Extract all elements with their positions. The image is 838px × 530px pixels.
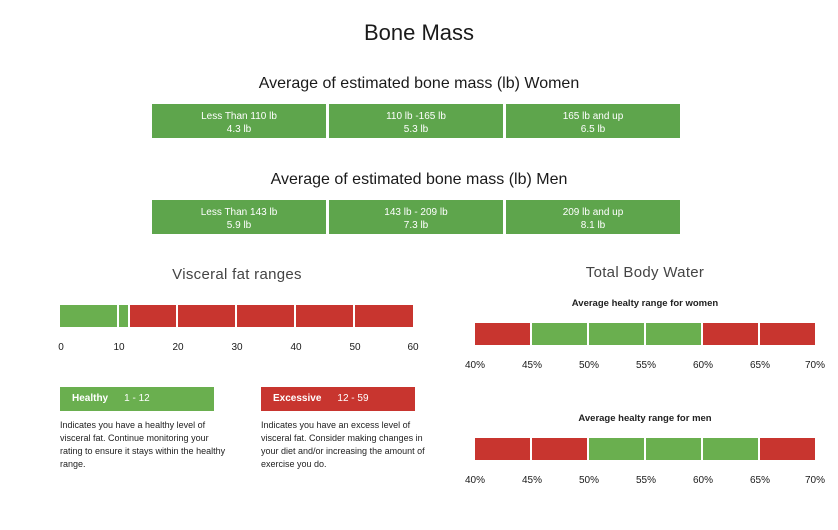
visceral-seg-red-1 [130, 305, 176, 327]
women-cell-2-value: 5.3 lb [403, 124, 429, 135]
visceral-seg-red-2 [178, 305, 235, 327]
women-cell-3-range: 165 lb and up [562, 111, 624, 122]
visceral-tick-40: 40 [290, 342, 302, 353]
water-men-seg-4 [646, 438, 701, 460]
women-cell-1: Less Than 110 lb 4.3 lb [152, 104, 326, 138]
visceral-seg-red-5 [355, 305, 413, 327]
men-cell-3-range: 209 lb and up [562, 207, 624, 218]
men-cell-1-range: Less Than 143 lb [200, 207, 278, 218]
water-women-seg-6 [760, 323, 815, 345]
men-range-row: Less Than 143 lb 5.9 lb 143 lb - 209 lb … [152, 200, 680, 234]
water-women-tick-45: 45% [521, 360, 542, 371]
visceral-seg-red-3 [237, 305, 294, 327]
visceral-heading: Visceral fat ranges [172, 266, 302, 283]
page-title: Bone Mass [363, 20, 475, 45]
women-cell-2-range: 110 lb -165 lb [386, 111, 446, 122]
excessive-badge: Excessive 12 - 59 [261, 387, 415, 411]
water-heading: Total Body Water [585, 264, 705, 281]
men-cell-2-value: 7.3 lb [403, 220, 429, 231]
water-women-seg-2 [532, 323, 587, 345]
visceral-seg-green-2 [119, 305, 128, 327]
excessive-description: Indicates you have an excess level of vi… [261, 420, 425, 469]
water-men-bar [475, 438, 815, 460]
men-cell-2-range: 143 lb - 209 lb [384, 207, 448, 218]
visceral-seg-red-4 [296, 305, 353, 327]
visceral-tick-60: 60 [407, 342, 419, 353]
visceral-tick-0: 0 [58, 342, 64, 353]
water-women-seg-3 [589, 323, 644, 345]
water-women-bar [475, 323, 815, 345]
excessive-range: 12 - 59 [337, 393, 369, 404]
water-men-seg-3 [589, 438, 644, 460]
water-men-tick-65: 65% [749, 475, 770, 486]
women-range-row: Less Than 110 lb 4.3 lb 110 lb -165 lb 5… [152, 104, 680, 138]
visceral-bar [60, 305, 414, 327]
water-women-tick-55: 55% [635, 360, 656, 371]
visceral-tick-20: 20 [172, 342, 184, 353]
water-women-tick-65: 65% [749, 360, 770, 371]
water-men-tick-60: 60% [692, 475, 713, 486]
water-men-tick-50: 50% [578, 475, 599, 486]
water-men-title: Average healty range for men [578, 413, 712, 424]
water-men-seg-5 [703, 438, 758, 460]
water-women-title: Average healty range for women [571, 298, 719, 309]
water-women-tick-60: 60% [692, 360, 713, 371]
water-men-seg-6 [760, 438, 815, 460]
water-women-tick-70: 70% [804, 360, 825, 371]
men-cell-3-value: 8.1 lb [580, 220, 606, 231]
healthy-label: Healthy [72, 393, 109, 404]
visceral-seg-green-1 [60, 305, 117, 327]
water-men-tick-45: 45% [521, 475, 542, 486]
excessive-label: Excessive [273, 393, 322, 404]
women-cell-3-value: 6.5 lb [580, 124, 606, 135]
water-men-seg-1 [475, 438, 530, 460]
water-women-seg-1 [475, 323, 530, 345]
women-cell-2: 110 lb -165 lb 5.3 lb [329, 104, 503, 138]
water-men-tick-40: 40% [464, 475, 485, 486]
water-women-seg-5 [703, 323, 758, 345]
water-women-tick-50: 50% [578, 360, 599, 371]
men-cell-1-value: 5.9 lb [226, 220, 252, 231]
healthy-range: 1 - 12 [124, 393, 150, 404]
men-cell-2: 143 lb - 209 lb 7.3 lb [329, 200, 503, 234]
men-cell-3: 209 lb and up 8.1 lb [506, 200, 680, 234]
women-cell-3: 165 lb and up 6.5 lb [506, 104, 680, 138]
water-women-tick-40: 40% [464, 360, 485, 371]
water-men-seg-2 [532, 438, 587, 460]
healthy-badge: Healthy 1 - 12 [60, 387, 214, 411]
women-heading: Average of estimated bone mass (lb) Wome… [258, 75, 580, 92]
men-cell-1: Less Than 143 lb 5.9 lb [152, 200, 326, 234]
water-men-tick-55: 55% [635, 475, 656, 486]
visceral-tick-30: 30 [231, 342, 243, 353]
water-men-tick-70: 70% [804, 475, 825, 486]
healthy-description: Indicates you have a healthy level of vi… [60, 420, 226, 469]
women-cell-1-value: 4.3 lb [226, 124, 252, 135]
visceral-tick-50: 50 [349, 342, 361, 353]
men-heading: Average of estimated bone mass (lb) Men [270, 171, 568, 188]
women-cell-1-range: Less Than 110 lb [201, 111, 277, 122]
water-women-seg-4 [646, 323, 701, 345]
visceral-tick-10: 10 [113, 342, 125, 353]
